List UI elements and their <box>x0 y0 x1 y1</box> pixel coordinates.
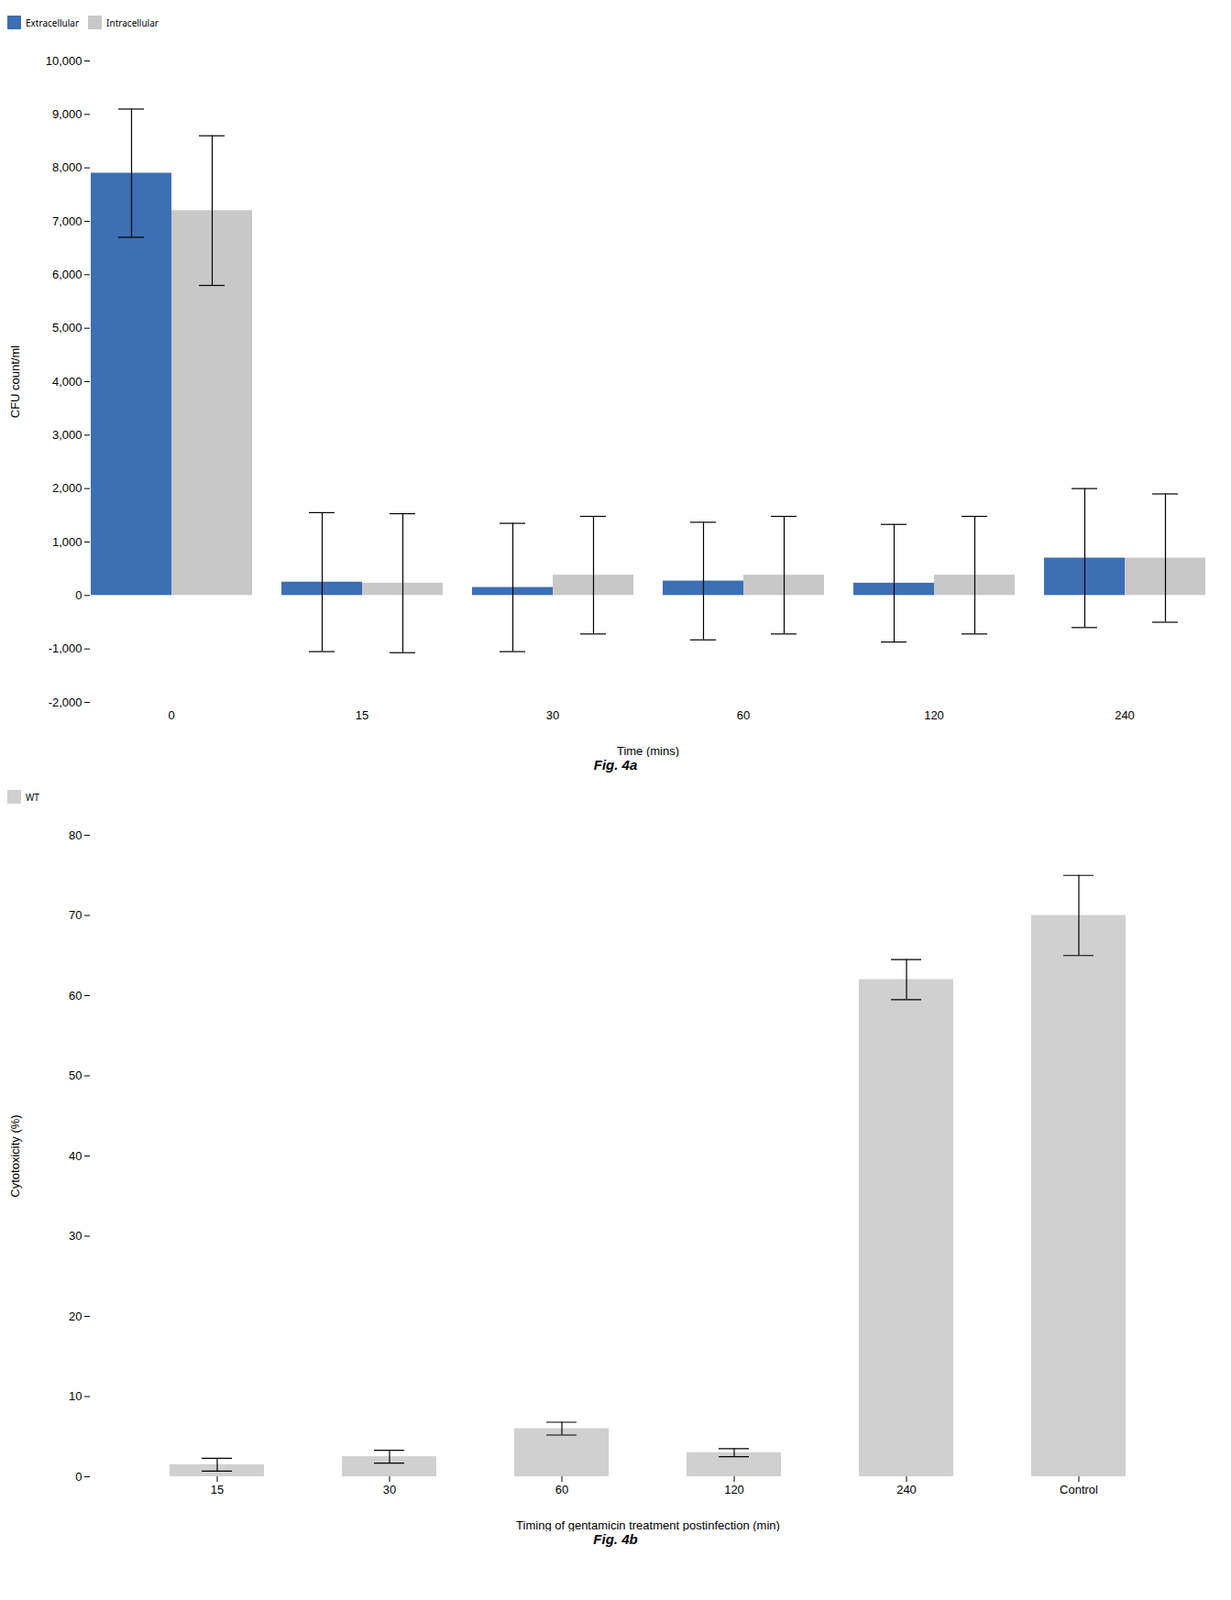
html-text:Extracellular: Extracellular <box>25 16 79 29</box>
svg-text:Timing of gentamicin treatment: Timing of gentamicin treatment postinfec… <box>516 1518 781 1533</box>
svg-text:120: 120 <box>923 708 945 723</box>
svg-text:3,000: 3,000 <box>52 428 83 442</box>
svg-text:5,000: 5,000 <box>52 320 83 335</box>
svg-text:240: 240 <box>896 1483 917 1497</box>
svg-text:2,000: 2,000 <box>52 481 83 495</box>
svg-text:120: 120 <box>724 1483 745 1497</box>
svg-text:0: 0 <box>75 588 82 603</box>
html-text:Fig. 4a: Fig. 4a <box>593 757 638 773</box>
html-text:Fig. 4b: Fig. 4b <box>593 1531 638 1548</box>
svg-text:60: 60 <box>736 708 750 723</box>
svg-text:60: 60 <box>555 1483 569 1497</box>
svg-text:70: 70 <box>68 908 82 923</box>
svg-text:9,000: 9,000 <box>52 107 83 121</box>
svg-text:8,000: 8,000 <box>52 160 83 175</box>
svg-text:0: 0 <box>167 708 175 723</box>
svg-text:10,000: 10,000 <box>45 54 83 68</box>
svg-text:240: 240 <box>1114 708 1135 723</box>
svg-text:40: 40 <box>68 1149 82 1164</box>
svg-text:15: 15 <box>355 708 369 723</box>
html-text:WT: WT <box>25 790 40 804</box>
html-text:Intracellular: Intracellular <box>106 16 159 29</box>
svg-text:6,000: 6,000 <box>52 267 83 282</box>
svg-text:-1,000: -1,000 <box>48 641 83 656</box>
svg-text:10: 10 <box>68 1389 82 1404</box>
svg-text:0: 0 <box>75 1470 82 1484</box>
svg-text:60: 60 <box>68 989 82 1003</box>
svg-text:7,000: 7,000 <box>52 214 83 229</box>
svg-text:50: 50 <box>68 1068 82 1083</box>
svg-text:30: 30 <box>383 1483 396 1497</box>
svg-text:20: 20 <box>68 1309 82 1324</box>
svg-text:4,000: 4,000 <box>52 374 83 389</box>
svg-text:Cytotoxicity (%): Cytotoxicity (%) <box>8 1114 22 1198</box>
svg-text:Control: Control <box>1059 1483 1099 1497</box>
svg-text:Time (mins): Time (mins) <box>616 744 680 759</box>
svg-text:CFU count/ml: CFU count/ml <box>8 345 22 419</box>
svg-text:30: 30 <box>68 1229 82 1243</box>
svg-text:1,000: 1,000 <box>52 535 83 550</box>
svg-text:-2,000: -2,000 <box>48 695 83 710</box>
svg-text:30: 30 <box>546 708 560 723</box>
svg-text:15: 15 <box>210 1483 224 1497</box>
svg-text:80: 80 <box>68 828 82 843</box>
